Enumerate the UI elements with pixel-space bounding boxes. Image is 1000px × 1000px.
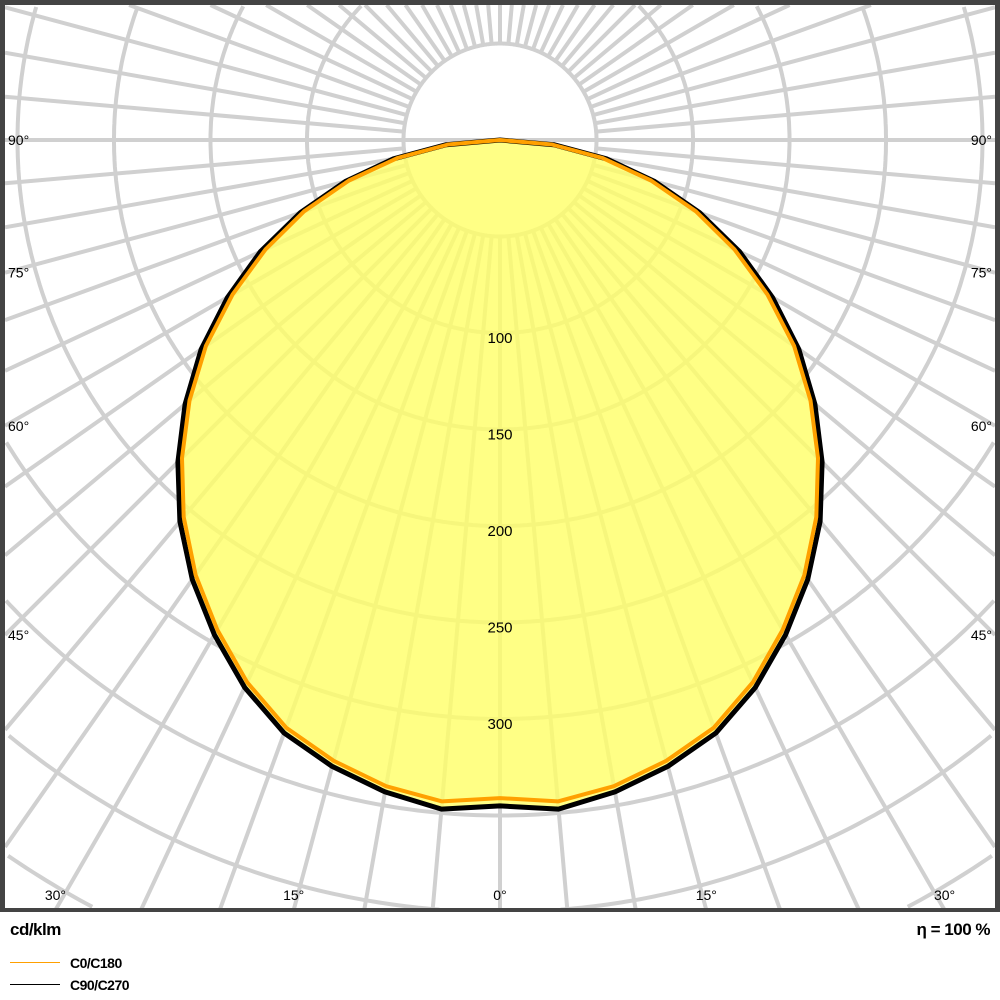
grid-spoke: [560, 5, 615, 68]
radial-tick-label: 300: [487, 716, 512, 733]
unit-label: cd/klm: [10, 920, 61, 939]
grid-spoke: [5, 154, 406, 230]
grid-spoke: [531, 5, 552, 51]
grid-spoke: [265, 5, 418, 94]
grid-ring: [6, 854, 994, 909]
legend-label-c0: C0/C180: [70, 955, 122, 971]
grid-spoke: [337, 5, 428, 80]
radial-tick-label: 100: [487, 330, 512, 347]
grid-spoke: [572, 5, 663, 80]
grid-spoke: [538, 5, 565, 54]
grid-spoke: [506, 5, 514, 45]
angle-label-right: 45°: [971, 627, 992, 643]
grid-spoke: [514, 5, 526, 46]
angle-label-bottom: 30°: [45, 887, 66, 903]
radial-tick-label: 150: [487, 427, 512, 444]
angle-label-right: 90°: [971, 132, 992, 148]
polar-chart: 100 150 200 250 300 90° 90° 75° 75° 60° 60° 45° 45°…: [0, 0, 1000, 912]
grid-spoke: [448, 5, 469, 51]
grid-spoke: [128, 5, 411, 109]
legend-line-c0: [10, 962, 60, 963]
grid-spoke: [546, 5, 580, 58]
angle-label-bottom: 15°: [696, 887, 717, 903]
radial-tick-label: 250: [487, 620, 512, 637]
angle-label-left: 60°: [8, 418, 29, 434]
angle-label-right: 75°: [971, 265, 992, 281]
radial-labels: 100 150 200 250 300: [487, 330, 512, 733]
grid-spoke: [385, 5, 440, 68]
legend-line-c90: [10, 984, 60, 985]
angle-label-left: 45°: [8, 627, 29, 643]
legend-label-c90: C90/C270: [70, 977, 130, 993]
radial-tick-label: 200: [487, 523, 512, 540]
grid-spoke: [5, 5, 408, 117]
angle-labels: 90° 90° 75° 75° 60° 60° 45° 45° 30° 30° 15° 15° 0°: [8, 132, 992, 903]
grid-spoke: [595, 146, 995, 186]
grid-spoke: [523, 5, 539, 48]
grid-spoke: [363, 5, 434, 74]
grid-spoke: [461, 5, 477, 48]
grid-spoke: [586, 5, 791, 102]
grid-ring: [5, 599, 995, 818]
grid-spoke: [577, 5, 694, 87]
grid-spoke: [592, 5, 995, 117]
grid-spoke: [420, 5, 454, 58]
angle-label-left: 75°: [8, 265, 29, 281]
distribution-fill: [177, 140, 823, 810]
angle-label-bottom: 30°: [934, 887, 955, 903]
angle-label-right: 60°: [971, 418, 992, 434]
grid-spoke: [589, 5, 872, 109]
curves: [175, 137, 825, 812]
curve-c90-c270: [175, 137, 825, 812]
grid-spoke: [5, 146, 405, 186]
grid-spoke: [566, 5, 637, 74]
grid-spoke: [553, 5, 597, 63]
curve-c0-c180: [180, 138, 820, 804]
grid-spoke: [435, 5, 462, 54]
grid-spoke: [474, 5, 486, 46]
efficiency-label: η = 100 %: [916, 920, 991, 939]
grid-spoke: [209, 5, 414, 102]
angle-label-left: 90°: [8, 132, 29, 148]
grid-spoke: [594, 154, 995, 230]
grid-spoke: [595, 94, 995, 134]
grid-ring: [7, 734, 993, 910]
grid-spoke: [5, 50, 406, 126]
angle-label-bottom: 15°: [283, 887, 304, 903]
grid-spoke: [403, 5, 447, 63]
grid-spoke: [594, 50, 995, 126]
grid-spoke: [582, 5, 735, 94]
grid-spoke: [486, 5, 494, 45]
angle-label-bottom: 0°: [493, 887, 506, 903]
grid-spoke: [306, 5, 423, 87]
plot-frame: [0, 0, 1000, 912]
grid-spoke: [5, 94, 405, 134]
